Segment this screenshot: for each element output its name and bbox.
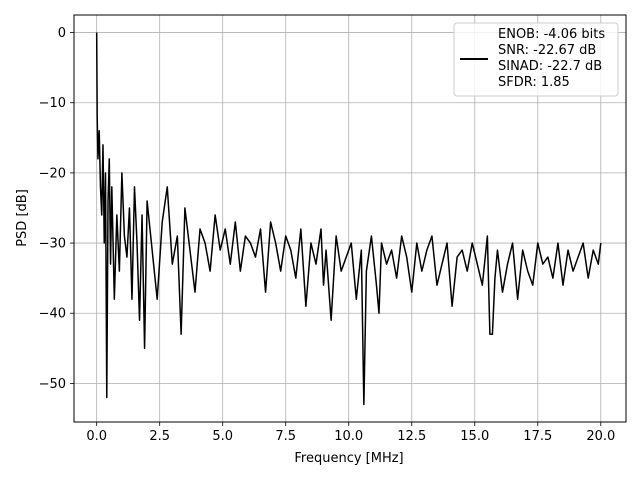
x-tick-label: 7.5 [275, 429, 296, 444]
x-axis-label: Frequency [MHz] [294, 451, 403, 466]
x-tick-label: 15.0 [460, 429, 489, 444]
y-axis-label: PSD [dB] [15, 189, 30, 247]
x-tick-label: 20.0 [586, 429, 615, 444]
psd-trace [95, 32, 602, 406]
x-axis-ticks: 0.0 2.5 5.0 7.5 10.0 12.5 15.0 17.5 20.0 [86, 422, 615, 444]
legend-enob: ENOB: -4.06 bits [498, 27, 605, 42]
y-tick-label: −40 [39, 307, 66, 322]
x-tick-label: 5.0 [212, 429, 233, 444]
x-tick-label: 12.5 [397, 429, 426, 444]
psd-series-line [95, 32, 602, 406]
legend-sfdr: SFDR: 1.85 [498, 75, 570, 90]
x-tick-label: 17.5 [523, 429, 552, 444]
legend-sinad: SINAD: -22.7 dB [498, 59, 602, 74]
x-tick-label: 10.0 [334, 429, 363, 444]
legend-snr: SNR: -22.67 dB [498, 43, 596, 58]
y-tick-label: −10 [39, 96, 66, 111]
y-axis-ticks: 0 −10 −20 −30 −40 −50 [39, 26, 74, 392]
y-tick-label: −30 [39, 237, 66, 252]
y-tick-label: −20 [39, 166, 66, 181]
y-tick-label: 0 [58, 26, 66, 41]
x-tick-label: 2.5 [149, 429, 170, 444]
plot-frame [73, 14, 627, 423]
legend: ENOB: -4.06 bits SNR: -22.67 dB SINAD: -… [453, 22, 619, 97]
y-tick-label: −50 [39, 377, 66, 392]
x-tick-label: 0.0 [86, 429, 107, 444]
legend-box [453, 22, 619, 97]
